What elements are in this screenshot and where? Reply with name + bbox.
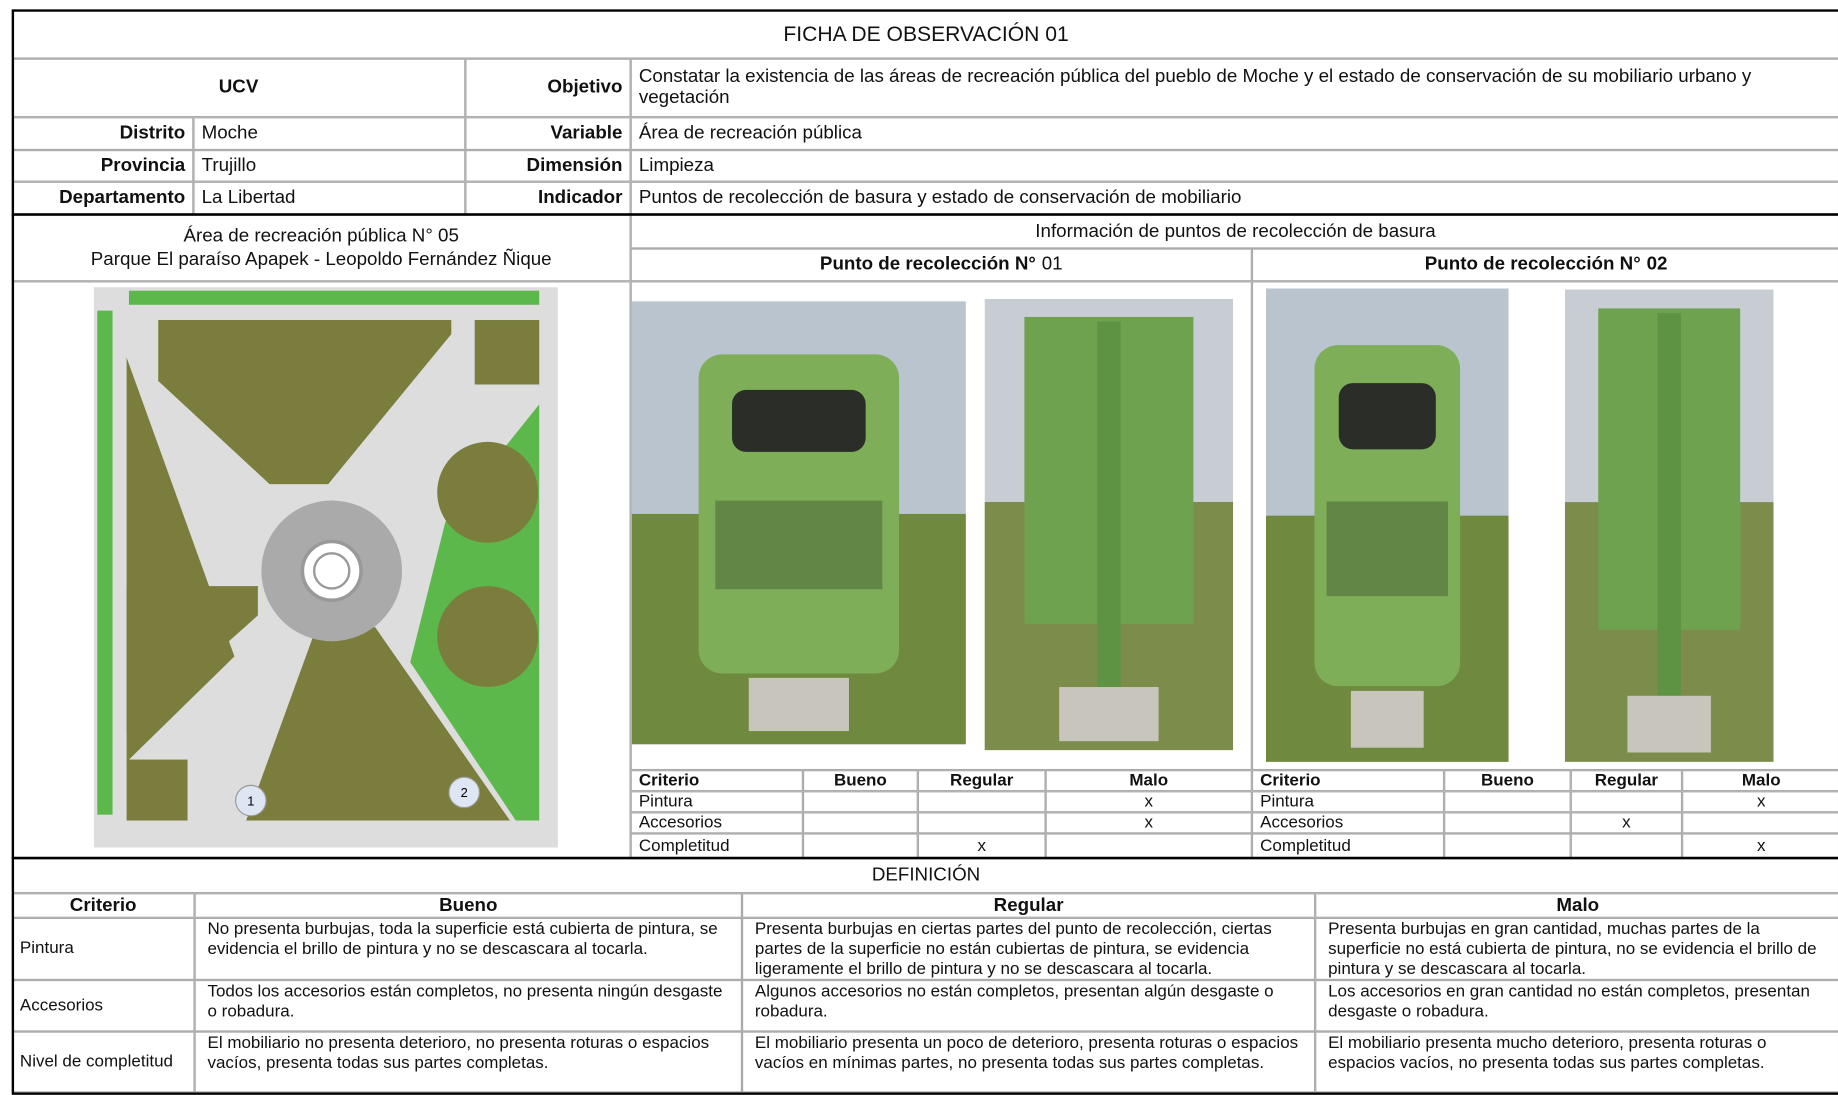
photo	[631, 301, 966, 745]
cell	[1444, 791, 1571, 813]
area-heading: Área de recreación pública N° 05 Parque E…	[11, 214, 631, 282]
criterion: Pintura	[630, 791, 803, 813]
definition-text: No presenta burbujas, toda la superficie…	[194, 917, 742, 980]
rating-mark: x	[1570, 812, 1683, 834]
point-title: Punto de recolección N° 01	[630, 248, 1252, 282]
point-table-header: Regular	[1570, 770, 1683, 792]
cell	[1682, 812, 1838, 834]
cell	[802, 791, 918, 813]
section-border	[11, 9, 1838, 216]
definition-text: Presenta burbujas en ciertas partes del …	[741, 917, 1316, 980]
cell	[1570, 791, 1683, 813]
definition-text: Algunos accesorios no están completos, p…	[741, 979, 1316, 1032]
point-number: 02	[1646, 254, 1668, 275]
photo	[1564, 289, 1774, 762]
definition-header: Malo	[1315, 893, 1838, 918]
point-table-header: Malo	[1045, 770, 1252, 792]
definition-text: El mobiliario presenta un poco de deteri…	[741, 1031, 1316, 1093]
definition-header: Bueno	[194, 893, 742, 918]
point-table-header: Criterio	[1251, 770, 1445, 792]
point-title-text: Punto de recolección N°	[1424, 254, 1641, 275]
photo	[1265, 288, 1509, 762]
park-plan: 1 2	[93, 287, 558, 848]
plan-marker: 2	[461, 785, 468, 800]
definition-text: Todos los accesorios están completos, no…	[194, 979, 742, 1032]
field-value: Moche	[193, 117, 466, 151]
photo-cell	[1251, 281, 1838, 771]
study-value: Limpieza	[630, 150, 1838, 182]
cell	[802, 812, 918, 834]
point-title: Punto de recolección N° 02	[1251, 248, 1838, 282]
study-value: Área de recreación pública	[630, 117, 1838, 151]
photo	[984, 298, 1234, 751]
point-table-header: Criterio	[630, 770, 803, 792]
study-value: Constatar la existencia de las áreas de …	[630, 58, 1838, 118]
criterion: Accesorios	[1251, 812, 1445, 834]
section-border	[11, 856, 1838, 1095]
point-table-header: Regular	[917, 770, 1046, 792]
field-value: Trujillo	[193, 150, 466, 182]
rating-mark: x	[1045, 812, 1252, 834]
study-label: Variable	[465, 117, 631, 151]
point-table-header: Malo	[1682, 770, 1838, 792]
point-table-header: Bueno	[802, 770, 918, 792]
section-border	[11, 213, 1838, 860]
plan-marker: 1	[247, 793, 254, 808]
point-table-header: Bueno	[1444, 770, 1571, 792]
point-number: 01	[1041, 254, 1063, 275]
point-title-text: Punto de recolección N°	[819, 254, 1036, 275]
rating-mark: x	[1045, 791, 1252, 813]
cell	[917, 812, 1046, 834]
rating-mark: x	[1682, 791, 1838, 813]
area-text: Parque El paraíso Apapek - Leopoldo Fern…	[90, 249, 552, 270]
definition-text: Los accesorios en gran cantidad no están…	[1315, 979, 1838, 1032]
study-label: Dimensión	[465, 150, 631, 182]
cell	[917, 791, 1046, 813]
study-label: Objetivo	[465, 58, 631, 118]
criterion: Accesorios	[630, 812, 803, 834]
definition-text: Presenta burbujas en gran cantidad, much…	[1315, 917, 1838, 980]
photo-cell	[630, 281, 1252, 771]
definition-text: El mobiliario no presenta deterioro, no …	[194, 1031, 742, 1093]
criterion: Pintura	[1251, 791, 1445, 813]
area-text: Área de recreación pública N° 05	[183, 225, 459, 246]
definition-header: Regular	[741, 893, 1316, 918]
cell	[1444, 812, 1571, 834]
